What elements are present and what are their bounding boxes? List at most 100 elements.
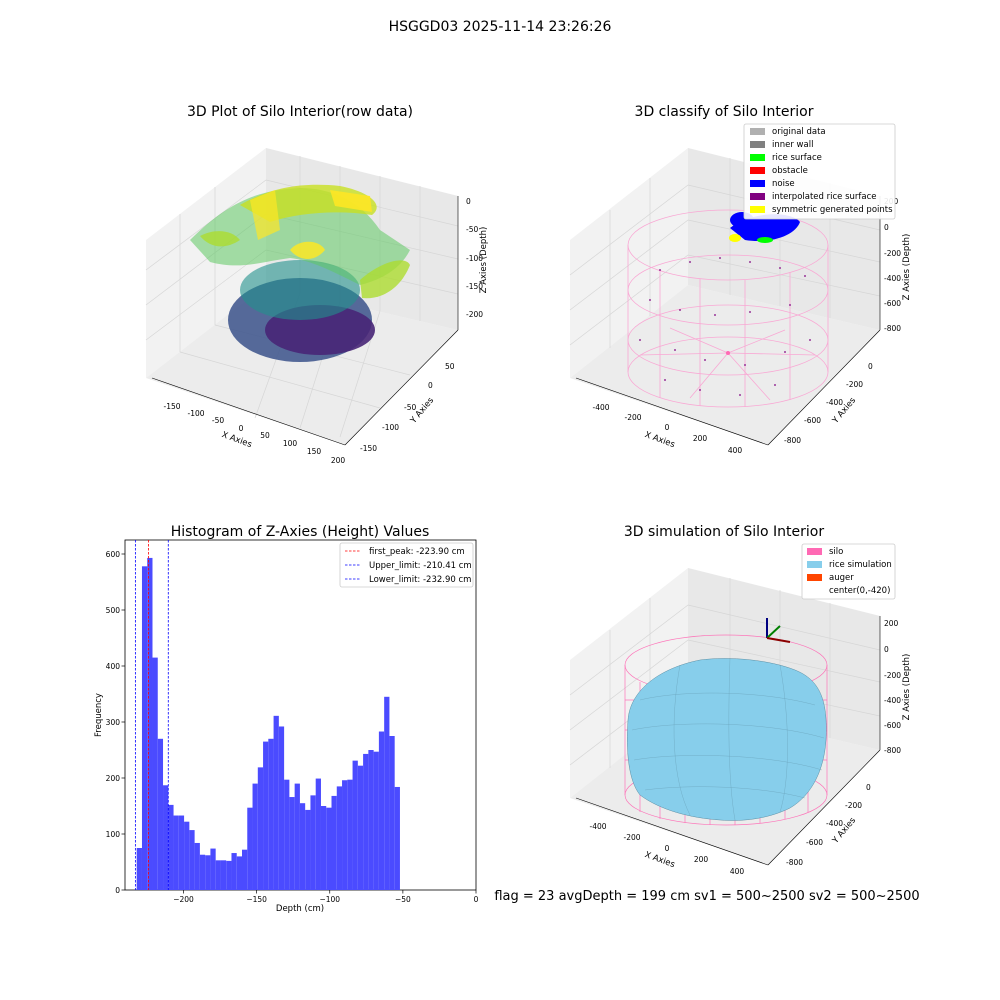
panel1-xtick: 100 (283, 439, 298, 448)
histogram-ytick-label: 0 (115, 886, 120, 895)
panel4-zticks: 200 0 -200 -400 -600 -800 (884, 619, 901, 755)
panel4-ytick: 0 (866, 783, 871, 792)
legend-label: center(0,-420) (829, 586, 890, 596)
panel2-xtick: -400 (592, 403, 609, 412)
panel4-ztick: 0 (884, 645, 889, 654)
histogram-bar (315, 778, 321, 890)
histogram-bar (236, 856, 242, 890)
legend-label: Lower_limit: -232.90 cm (369, 575, 471, 585)
histogram-bar (352, 760, 358, 890)
panel1-xtick: 200 (331, 456, 346, 465)
histogram-bar (215, 860, 221, 890)
panel-raw-3d: 3D Plot of Silo Interior(row data) (145, 104, 489, 465)
histogram-bar (252, 783, 258, 890)
panel2-surface-points (729, 212, 800, 243)
histogram-bar (210, 848, 216, 890)
panel1-ztick: -150 (466, 282, 483, 291)
panel4-ytick: -800 (786, 858, 803, 867)
panel2-ztick: -400 (884, 274, 901, 283)
panel2-xtick: -200 (624, 413, 641, 422)
histogram-bar (342, 780, 348, 890)
histogram-bar (247, 807, 253, 890)
panel1-point-cloud (190, 184, 410, 362)
legend-swatch-original (750, 128, 765, 135)
panel2-title: 3D classify of Silo Interior (635, 104, 814, 120)
histogram-xtick-label: −50 (395, 895, 411, 904)
histogram-bar (368, 750, 374, 890)
panel4-ztick: -200 (884, 671, 901, 680)
panel2-xlabel: X Axies (643, 430, 676, 450)
panel4-xticks: -400 -200 0 200 400 (589, 822, 744, 876)
histogram-ytick-label: 200 (106, 774, 121, 783)
histogram-bar (320, 806, 327, 890)
panel1-xlabel: X Axies (220, 430, 253, 450)
histogram-bar (189, 830, 195, 890)
panel1-zlabel: Z Axies (Depth) (479, 227, 489, 294)
panel2-xticks: -400 -200 0 200 400 (592, 403, 742, 455)
histogram-bar (152, 657, 158, 890)
histogram-xticks: −200 −150 −100 −50 0 (173, 890, 479, 904)
histogram-bar (199, 854, 206, 890)
panel4-xtick: 200 (694, 855, 709, 864)
histogram-bar (326, 807, 332, 890)
histogram-bar (157, 738, 164, 890)
legend-label: inner wall (772, 140, 813, 150)
panel2-silo-wireframe (627, 209, 829, 408)
histogram-bar (141, 566, 148, 890)
histogram-bar (373, 751, 379, 890)
panel1-floor-pane (146, 285, 458, 445)
panel-histogram: Histogram of Z-Axies (Height) Values −20… (94, 524, 479, 914)
histogram-bar (294, 783, 300, 890)
histogram-bar (331, 795, 337, 890)
histogram-bar (310, 795, 316, 890)
panel1-yticks: 50 0 -50 -100 -150 (360, 362, 455, 453)
panel1-ytick: -50 (404, 403, 416, 412)
panel1-zticks: 0 -50 -100 -150 -200 (466, 197, 483, 319)
legend-swatch-rice-surface (750, 154, 765, 161)
histogram-bar (273, 715, 279, 890)
legend-swatch-silo (807, 548, 822, 555)
panel1-ytick: -150 (360, 444, 377, 453)
histogram-bar (263, 741, 269, 890)
histogram-bar (378, 731, 385, 890)
legend-label: rice simulation (829, 560, 892, 570)
panel4-title: 3D simulation of Silo Interior (624, 524, 825, 540)
panel4-ztick: -400 (884, 696, 901, 705)
panel1-ytick: 0 (428, 381, 433, 390)
panel1-ytick: 50 (445, 362, 455, 371)
panel2-ytick: -800 (784, 436, 801, 445)
histogram-xtick-label: −150 (246, 895, 267, 904)
panel2-yticks: 0 -200 -400 -600 -800 (784, 362, 873, 445)
histogram-title: Histogram of Z-Axies (Height) Values (171, 524, 430, 540)
panel2-ztick: -200 (884, 249, 901, 258)
histogram-bar (268, 738, 274, 890)
histogram-bar (394, 786, 400, 890)
histogram-ylabel: Frequency (94, 693, 104, 737)
histogram-xtick-label: 0 (474, 895, 479, 904)
histogram-bar (299, 803, 306, 890)
panel2-xtick: 400 (728, 446, 743, 455)
figure-title: HSGGD03 2025-11-14 23:26:26 (389, 19, 612, 35)
histogram-bar (384, 696, 390, 890)
panel1-xtick: 0 (239, 424, 244, 433)
legend-label: first_peak: -223.90 cm (369, 547, 465, 557)
histogram-reference-lines (134, 540, 169, 890)
histogram-ytick-label: 100 (106, 830, 121, 839)
legend-swatch-rice-simulation (807, 561, 822, 568)
legend-label: Upper_limit: -210.41 cm (369, 561, 472, 571)
histogram-bar (363, 753, 369, 890)
legend-label: symmetric generated points (772, 205, 893, 215)
panel2-interpolated-points (639, 257, 811, 396)
panel1-xtick: -50 (212, 416, 224, 425)
legend-swatch-symmetric (750, 206, 765, 213)
panel1-xticks: -150 -100 -50 0 50 100 150 200 (163, 402, 345, 465)
legend-swatch-obstacle (750, 167, 765, 174)
footer-status: flag = 23 avgDepth = 199 cm sv1 = 500~25… (494, 889, 919, 904)
histogram-yticks: 0 100 200 300 400 500 600 (106, 550, 125, 895)
panel1-xtick: 50 (260, 431, 270, 440)
histogram-bar (147, 557, 153, 890)
panel2-ztick: -600 (884, 299, 901, 308)
histogram-bar (163, 785, 169, 890)
panel1-ztick: -200 (466, 310, 483, 319)
legend-label: original data (772, 127, 826, 137)
